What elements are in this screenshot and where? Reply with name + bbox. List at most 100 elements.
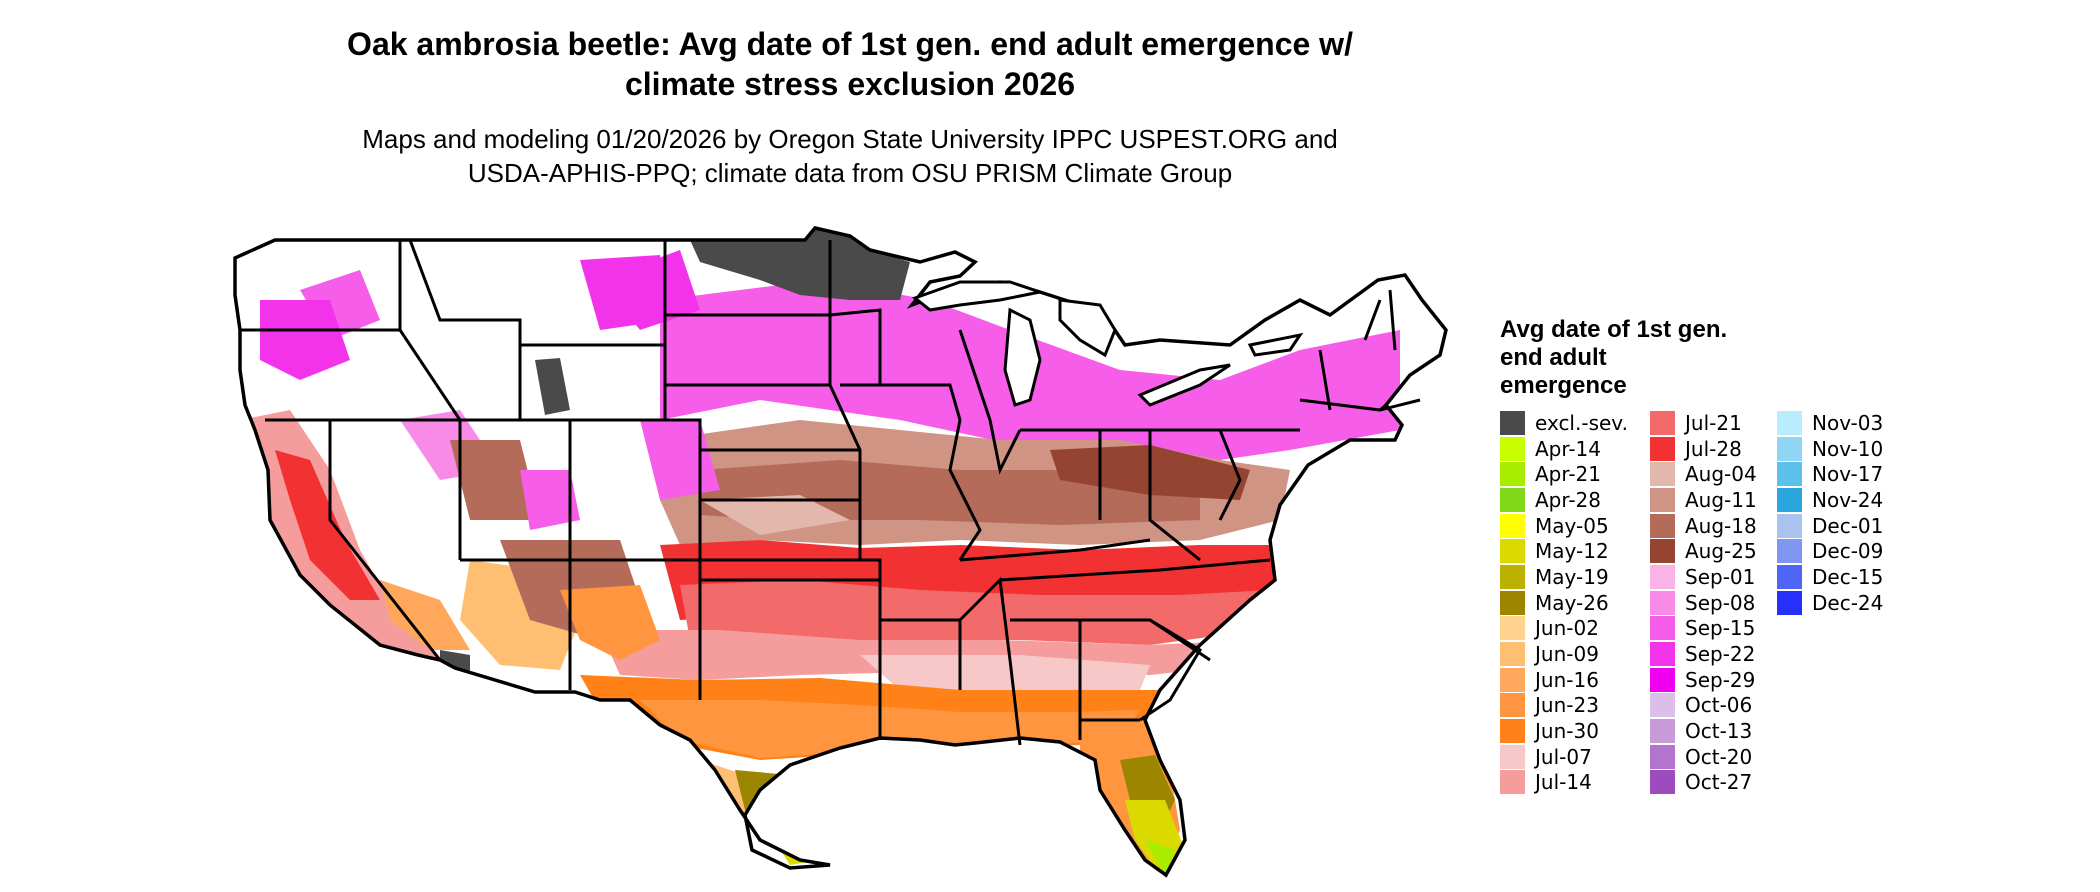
legend-swatch <box>1500 513 1525 538</box>
legend-label: Dec-09 <box>1812 539 1884 564</box>
legend-swatch <box>1650 462 1675 487</box>
legend-item: Jul-21 <box>1650 410 1757 436</box>
legend-swatch <box>1500 693 1525 718</box>
legend-item: Nov-03 <box>1777 410 1883 436</box>
legend-item: Sep-22 <box>1650 641 1757 667</box>
legend-swatch <box>1777 564 1802 589</box>
legend-label: Jun-16 <box>1535 667 1599 692</box>
legend-item: Jun-30 <box>1500 718 1628 744</box>
legend-label: Jul-28 <box>1685 436 1742 461</box>
legend-label: Jun-02 <box>1535 616 1599 641</box>
legend-label: Dec-01 <box>1812 513 1884 538</box>
legend-swatch <box>1777 436 1802 461</box>
legend-item: Oct-13 <box>1650 718 1757 744</box>
legend-swatch <box>1650 410 1675 435</box>
legend-item: Aug-25 <box>1650 538 1757 564</box>
legend-swatch <box>1500 770 1525 795</box>
legend-swatch <box>1777 539 1802 564</box>
legend-label: Sep-15 <box>1685 616 1756 641</box>
legend-label: Apr-14 <box>1535 436 1601 461</box>
legend-swatch <box>1500 462 1525 487</box>
legend-swatch <box>1500 564 1525 589</box>
legend-swatch <box>1650 642 1675 667</box>
legend-item: Dec-09 <box>1777 538 1883 564</box>
legend-label: Apr-21 <box>1535 462 1601 487</box>
legend-swatch <box>1650 616 1675 641</box>
legend-label: Oct-13 <box>1685 719 1753 744</box>
legend-swatch <box>1500 487 1525 512</box>
legend-label: Jun-30 <box>1535 719 1599 744</box>
legend-label: Sep-01 <box>1685 564 1756 589</box>
subtitle-line-1: Maps and modeling 01/20/2026 by Oregon S… <box>362 124 1338 154</box>
legend-title: Avg date of 1st gen. end adult emergence <box>1500 316 1728 399</box>
legend-label: Aug-25 <box>1685 539 1757 564</box>
title-line-2: climate stress exclusion 2026 <box>624 66 1076 102</box>
legend-column: Jul-21 Jul-28 Aug-04 Aug-11 Aug-18 Aug-25 Sep-… <box>1650 410 1757 795</box>
legend-swatch <box>1650 564 1675 589</box>
legend-label: Sep-08 <box>1685 590 1756 615</box>
legend-item: Sep-29 <box>1650 667 1757 693</box>
legend-label: Aug-11 <box>1685 487 1757 512</box>
legend-item: May-12 <box>1500 538 1628 564</box>
legend-label: excl.-sev. <box>1535 410 1628 435</box>
legend-label: Jul-07 <box>1535 744 1592 769</box>
title-line-1: Oak ambrosia beetle: Avg date of 1st gen… <box>347 26 1353 62</box>
legend-item: Apr-28 <box>1500 487 1628 513</box>
legend-item: Nov-17 <box>1777 461 1883 487</box>
legend-swatch <box>1650 487 1675 512</box>
legend-swatch <box>1777 590 1802 615</box>
subtitle-line-2: USDA-APHIS-PPQ; climate data from OSU PR… <box>467 158 1233 188</box>
legend-label: Sep-29 <box>1685 667 1756 692</box>
legend-item: May-26 <box>1500 590 1628 616</box>
legend-label: Aug-04 <box>1685 462 1757 487</box>
legend-item: Jul-28 <box>1650 436 1757 462</box>
legend-swatch <box>1650 770 1675 795</box>
state-borders <box>240 238 1421 746</box>
legend-item: Aug-11 <box>1650 487 1757 513</box>
legend-column: excl.-sev. Apr-14 Apr-21 Apr-28 May-05 May-12… <box>1500 410 1628 795</box>
legend-item: Jun-23 <box>1500 693 1628 719</box>
legend-swatch <box>1650 539 1675 564</box>
legend-swatch <box>1650 744 1675 769</box>
legend-column: Nov-03 Nov-10 Nov-17 Nov-24 Dec-01 Dec-09 Dec-… <box>1777 410 1883 616</box>
legend-label: Sep-22 <box>1685 642 1756 667</box>
legend-label: May-19 <box>1535 564 1609 589</box>
legend-swatch <box>1650 590 1675 615</box>
legend-swatch <box>1650 693 1675 718</box>
legend-label: Jun-23 <box>1535 693 1599 718</box>
legend-label: Nov-17 <box>1812 462 1884 487</box>
legend-label: May-26 <box>1535 590 1609 615</box>
legend-label: Nov-24 <box>1812 487 1884 512</box>
legend-label: Dec-15 <box>1812 564 1884 589</box>
legend-swatch <box>1650 667 1675 692</box>
legend-swatch <box>1650 719 1675 744</box>
legend-item: Jun-16 <box>1500 667 1628 693</box>
legend-swatch <box>1500 616 1525 641</box>
legend-item: Jul-14 <box>1500 770 1628 796</box>
legend-label: Nov-10 <box>1812 436 1884 461</box>
legend-item: Jul-07 <box>1500 744 1628 770</box>
legend-item: Oct-27 <box>1650 770 1757 796</box>
legend-swatch <box>1777 410 1802 435</box>
legend-item: Oct-20 <box>1650 744 1757 770</box>
legend-label: Oct-27 <box>1685 770 1753 795</box>
legend-swatch <box>1500 410 1525 435</box>
legend-swatch <box>1650 513 1675 538</box>
legend-label: May-05 <box>1535 513 1609 538</box>
legend-swatch <box>1500 744 1525 769</box>
legend-label: Nov-03 <box>1812 410 1884 435</box>
legend-swatch <box>1500 642 1525 667</box>
legend-item: Dec-01 <box>1777 513 1883 539</box>
legend-item: Sep-01 <box>1650 564 1757 590</box>
legend-item: May-05 <box>1500 513 1628 539</box>
legend-label: Oct-20 <box>1685 744 1753 769</box>
legend-item: excl.-sev. <box>1500 410 1628 436</box>
legend-label: Oct-06 <box>1685 693 1753 718</box>
legend-label: Aug-18 <box>1685 513 1757 538</box>
legend-swatch <box>1500 590 1525 615</box>
legend-item: Oct-06 <box>1650 693 1757 719</box>
legend-label: Dec-24 <box>1812 590 1884 615</box>
legend-label: Jul-21 <box>1685 410 1742 435</box>
legend-swatch <box>1777 462 1802 487</box>
legend-swatch <box>1500 719 1525 744</box>
